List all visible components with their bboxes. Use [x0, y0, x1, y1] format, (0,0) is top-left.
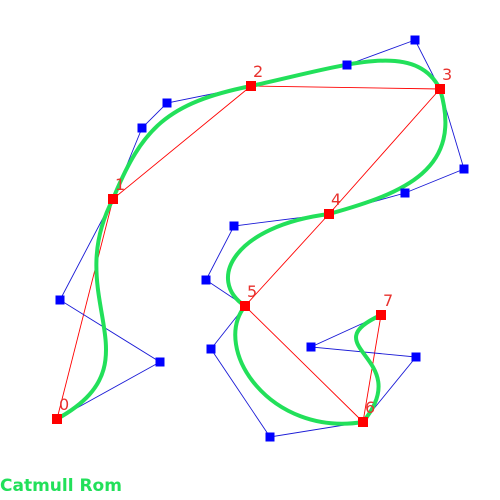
control-polygon-edge [112, 85, 252, 200]
control-polygon-edge [56, 198, 114, 420]
handle-point [229, 221, 239, 231]
curve-segment [354, 313, 383, 424]
bezier-handle-line [309, 314, 417, 423]
curve-segment [226, 212, 331, 308]
control-point [435, 84, 445, 94]
handle-point [206, 344, 216, 354]
curve-segment [55, 197, 115, 421]
control-polygon-edge [328, 88, 441, 215]
handle-point [265, 432, 275, 442]
control-point [52, 414, 62, 424]
control-point [358, 417, 368, 427]
control-point-label: 4 [331, 190, 341, 209]
handle-point [459, 164, 469, 174]
control-point-labels: 0 1 2 3 4 5 6 7 [59, 62, 452, 417]
handle-point [410, 35, 420, 45]
curve-segment [249, 58, 442, 91]
diagram-caption: Catmull Rom [0, 476, 122, 496]
control-point [376, 310, 386, 320]
control-point [324, 209, 334, 219]
control-points [52, 81, 445, 427]
control-point [246, 81, 256, 91]
control-point-label: 2 [253, 62, 263, 81]
curve-segment [233, 304, 365, 426]
control-point [108, 194, 118, 204]
control-point-label: 7 [383, 291, 393, 310]
handle-point [155, 357, 165, 367]
control-point-label: 3 [442, 65, 452, 84]
control-point-label: 6 [365, 398, 375, 417]
handle-point [411, 352, 421, 362]
handle-point [55, 295, 65, 305]
control-polygon [56, 85, 441, 423]
control-polygon-edge [244, 213, 330, 307]
bezier-handle-line [210, 305, 364, 438]
handle-point [306, 342, 316, 352]
handle-point [201, 275, 211, 285]
handle-point [162, 98, 172, 108]
control-polygon-edge [250, 85, 441, 90]
spline-curve [55, 58, 448, 426]
control-point-label: 0 [59, 395, 69, 414]
handle-point [400, 188, 410, 198]
bezier-handle-lines [56, 39, 465, 438]
bezier-handle-points [55, 35, 469, 442]
handle-point [342, 60, 352, 70]
control-polygon-edge [244, 305, 364, 423]
control-point-label: 5 [247, 282, 257, 301]
handle-point [137, 123, 147, 133]
control-point-label: 1 [115, 175, 125, 194]
curve-segment [327, 87, 448, 216]
bezier-handle-line [205, 213, 330, 307]
bezier-handle-line [56, 198, 161, 420]
control-point [240, 301, 250, 311]
curve-segment [111, 84, 253, 201]
